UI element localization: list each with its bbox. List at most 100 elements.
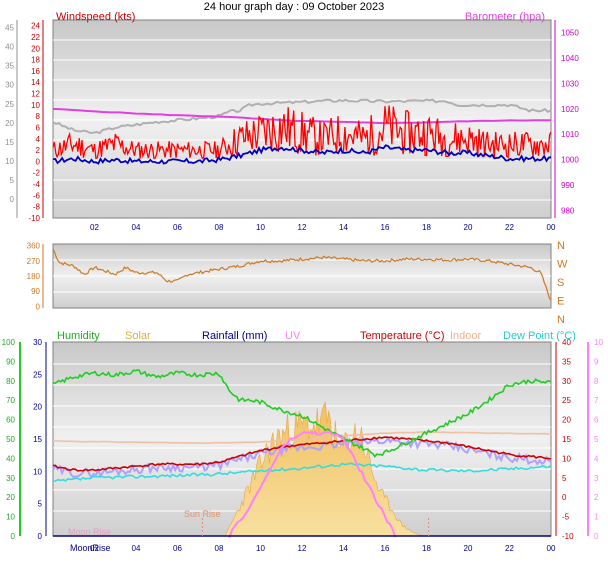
wind-inner-tick-label-4: -2 (33, 169, 41, 178)
wind-inner-tick-label-16: 22 (31, 33, 40, 42)
humidity-series-line (52, 369, 552, 458)
rain-tick-label-5: 25 (33, 370, 42, 379)
x-tick-label-top-2: 06 (173, 223, 182, 232)
x-tick-label-bottom-2: 06 (173, 544, 182, 553)
wind-inner-tick-label-0: -10 (28, 214, 40, 223)
compass-tick-label-1: W (557, 259, 568, 271)
x-tick-label-top-4: 10 (256, 223, 265, 232)
temperature-tick-label-5: 15 (562, 435, 571, 444)
wind-outer-tick-label-5: 25 (5, 100, 14, 109)
uv-tick-label-1: 1 (594, 513, 599, 522)
compass-tick-label-4: N (557, 314, 565, 326)
uv-tick-label-7: 7 (594, 396, 599, 405)
temp-humidity-panel: 0102030405060708090100051015202530-10-50… (2, 338, 604, 541)
humidity-tick-label-0: 0 (11, 532, 16, 541)
humidity-tick-label-10: 100 (2, 338, 16, 347)
x-tick-label-top-11: 00 (547, 223, 556, 232)
x-tick-label-top-1: 04 (132, 223, 141, 232)
x-tick-label-top-5: 12 (298, 223, 307, 232)
humidity-tick-label-2: 20 (6, 493, 15, 502)
wind-outer-tick-label-8: 40 (5, 43, 14, 52)
humidity-tick-label-4: 40 (6, 454, 15, 463)
uv-tick-label-8: 8 (594, 377, 599, 386)
x-tick-label-bottom-11: 00 (547, 544, 556, 553)
compass-tick-label-2: S (557, 277, 564, 289)
solar-series-area (224, 401, 423, 537)
wind-outer-tick-label-6: 30 (5, 81, 14, 90)
wind-outer-tick-label-2: 10 (5, 157, 14, 166)
wind-outer-tick-label-0: 0 (10, 195, 15, 204)
barometer-tick-label-7: 1050 (561, 29, 579, 38)
rain-tick-label-4: 20 (33, 403, 42, 412)
x-tick-label-bottom-5: 12 (298, 544, 307, 553)
x-tick-label-top-6: 14 (339, 223, 348, 232)
wind-barometer-panel: 051015202530354045-10-8-6-4-202468101214… (5, 19, 579, 223)
uv-tick-label-3: 3 (594, 474, 599, 483)
solar-label: Solar (125, 330, 151, 342)
x-tick-label-top-9: 20 (464, 223, 473, 232)
temperature-tick-label-1: -5 (562, 513, 570, 522)
wind-inner-tick-label-11: 12 (31, 90, 40, 99)
windspeed-label: Windspeed (kts) (56, 11, 135, 23)
temperature-tick-label-2: 0 (562, 493, 567, 502)
rain-tick-label-2: 10 (33, 467, 42, 476)
wind-outer-tick-label-7: 35 (5, 62, 14, 71)
temperature-tick-label-4: 10 (562, 454, 571, 463)
wind-inner-tick-label-1: -8 (33, 203, 41, 212)
humidity-tick-label-6: 60 (6, 416, 15, 425)
wind-outer-tick-label-9: 45 (5, 24, 14, 33)
temperature-series-line (52, 436, 552, 472)
direction-tick-label-3: 270 (27, 257, 41, 266)
humidity-tick-label-7: 70 (6, 396, 15, 405)
uv-tick-label-9: 9 (594, 357, 599, 366)
wind-inner-tick-label-7: 4 (36, 135, 41, 144)
page-title: 24 hour graph day : 09 October 2023 (204, 1, 384, 13)
uv-tick-label-5: 5 (594, 435, 599, 444)
x-tick-label-bottom-7: 16 (381, 544, 390, 553)
wind-inner-tick-label-3: -4 (33, 180, 41, 189)
uv-tick-label-2: 2 (594, 493, 599, 502)
wind-inner-tick-label-17: 24 (31, 22, 40, 31)
temperature-tick-label-8: 30 (562, 377, 571, 386)
x-tick-label-bottom-1: 04 (132, 544, 141, 553)
temperature-label: Temperature (°C) (360, 330, 444, 342)
rain-tick-label-1: 5 (38, 500, 43, 509)
wind-inner-tick-label-15: 20 (31, 44, 40, 53)
dewpoint-series-line (52, 462, 552, 482)
barometer-label: Barometer (hpa) (465, 11, 545, 23)
uv-tick-label-10: 10 (594, 338, 603, 347)
uv-series-line (228, 430, 397, 538)
x-tick-label-bottom-4: 10 (256, 544, 265, 553)
temperature-tick-label-9: 35 (562, 357, 571, 366)
direction-tick-label-4: 360 (27, 242, 41, 251)
humidity-tick-label-1: 10 (6, 513, 15, 522)
x-tick-label-top-8: 18 (422, 223, 431, 232)
sunrise-label: Sun Rise (184, 509, 221, 519)
barometer-tick-label-0: 980 (561, 206, 575, 215)
barometer-tick-label-2: 1000 (561, 156, 579, 165)
barometer-tick-label-5: 1030 (561, 79, 579, 88)
x-tick-label-top-7: 16 (381, 223, 390, 232)
x-tick-label-bottom-9: 20 (464, 544, 473, 553)
wind-inner-tick-label-10: 10 (31, 101, 40, 110)
x-tick-label-bottom-10: 22 (505, 544, 514, 553)
x-tick-label-top-0: 02 (90, 223, 99, 232)
barometer-tick-label-6: 1040 (561, 54, 579, 63)
x-tick-label-top-3: 08 (215, 223, 224, 232)
dewpoint-label: Dew Point (°C) (503, 330, 576, 342)
wind-outer-tick-label-4: 20 (5, 119, 14, 128)
wind-inner-tick-label-6: 2 (36, 146, 41, 155)
indoor-series-line (53, 431, 552, 445)
direction-tick-label-0: 0 (36, 302, 41, 311)
wind-background-series-line (52, 98, 552, 135)
wind-direction-series-line (52, 248, 552, 301)
humidity-tick-label-8: 80 (6, 377, 15, 386)
x-tick-label-bottom-0: 02 (90, 544, 99, 553)
rain-tick-label-0: 0 (38, 532, 43, 541)
direction-tick-label-2: 180 (27, 272, 41, 281)
wind-speed-series-line (52, 144, 552, 165)
x-tick-label-top-10: 22 (505, 223, 514, 232)
wind-inner-tick-label-9: 8 (36, 112, 41, 121)
